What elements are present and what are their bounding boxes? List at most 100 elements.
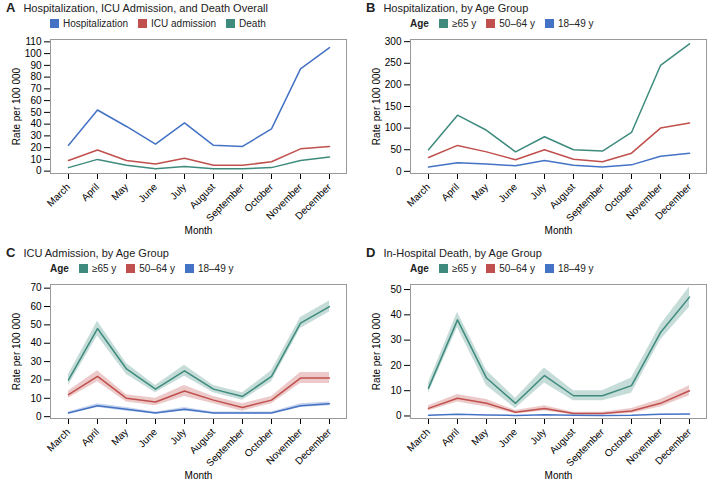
svg-text:50: 50: [30, 319, 42, 330]
html-text:Hospitalization, by Age Group: Hospitalization, by Age Group: [383, 2, 529, 14]
svg-text:March: March: [45, 426, 72, 453]
html-text:18–49 y: 18–49 y: [557, 263, 594, 274]
svg-text:90: 90: [30, 60, 42, 71]
svg-text:Rate per 100 000: Rate per 100 000: [371, 67, 382, 145]
svg-text:July: July: [168, 181, 188, 201]
svg-text:March: March: [45, 181, 72, 208]
svg-text:10: 10: [30, 393, 42, 404]
html-text:Age: Age: [410, 263, 429, 274]
svg-text:200: 200: [385, 79, 402, 90]
svg-text:40: 40: [30, 337, 42, 348]
svg-text:October: October: [242, 181, 276, 215]
svg-text:Month: Month: [545, 470, 573, 481]
html-text:≥65 y: ≥65 y: [91, 263, 117, 274]
html-text:Age: Age: [50, 263, 69, 274]
svg-text:July: July: [528, 426, 548, 446]
svg-text:Month: Month: [545, 225, 573, 236]
svg-text:June: June: [496, 181, 519, 204]
html-text:In-Hospital Death, by Age Grou: In-Hospital Death, by Age Group: [383, 247, 542, 259]
svg-text:July: July: [528, 181, 548, 201]
svg-text:30: 30: [30, 356, 42, 367]
svg-text:March: March: [405, 426, 432, 453]
svg-text:100: 100: [25, 48, 42, 59]
svg-text:June: June: [136, 181, 159, 204]
svg-text:November: November: [263, 426, 305, 467]
svg-text:May: May: [109, 181, 130, 202]
html-text:Age: Age: [410, 18, 429, 29]
svg-text:Rate per 100 000: Rate per 100 000: [11, 312, 22, 390]
svg-text:August: August: [187, 426, 218, 456]
svg-text:Month: Month: [185, 225, 213, 236]
svg-text:60: 60: [30, 301, 42, 312]
svg-text:March: March: [405, 181, 432, 208]
svg-text:September: September: [564, 181, 607, 224]
html-text:ICU Admission, by Age Group: ICU Admission, by Age Group: [23, 247, 169, 259]
svg-text:November: November: [623, 426, 665, 467]
svg-text:December: December: [653, 181, 694, 222]
html-text:50–64 y: 50–64 y: [499, 263, 535, 274]
svg-text:December: December: [293, 181, 334, 222]
svg-text:October: October: [242, 426, 276, 460]
svg-text:0: 0: [36, 165, 42, 176]
svg-text:0: 0: [396, 166, 402, 177]
svg-text:30: 30: [30, 130, 42, 141]
svg-text:September: September: [204, 181, 247, 224]
svg-text:December: December: [653, 426, 694, 467]
svg-text:20: 20: [30, 374, 42, 385]
svg-text:40: 40: [390, 309, 402, 320]
html-text:≥65 y: ≥65 y: [451, 263, 477, 274]
html-text:18–49 y: 18–49 y: [557, 18, 594, 29]
svg-text:October: October: [602, 181, 636, 215]
svg-text:50: 50: [390, 284, 402, 295]
svg-text:May: May: [109, 426, 130, 447]
svg-text:July: July: [168, 426, 188, 446]
svg-text:October: October: [602, 426, 636, 460]
svg-text:December: December: [293, 426, 334, 467]
svg-text:0: 0: [396, 410, 402, 421]
svg-text:Rate per 100 000: Rate per 100 000: [371, 312, 382, 390]
svg-text:April: April: [439, 426, 461, 448]
svg-text:Rate per 100 000: Rate per 100 000: [11, 67, 22, 145]
svg-text:60: 60: [30, 95, 42, 106]
svg-text:50: 50: [390, 144, 402, 155]
svg-text:20: 20: [390, 360, 402, 371]
svg-text:10: 10: [30, 154, 42, 165]
html-text:ICU admission: ICU admission: [151, 18, 217, 29]
svg-text:September: September: [204, 426, 247, 469]
svg-text:September: September: [564, 426, 607, 469]
svg-text:40: 40: [30, 118, 42, 129]
svg-text:August: August: [187, 181, 218, 211]
html-text:50–64 y: 50–64 y: [139, 263, 175, 274]
html-text:Death: Death: [239, 18, 266, 29]
svg-text:June: June: [136, 426, 159, 449]
svg-text:30: 30: [390, 334, 402, 345]
svg-text:100: 100: [385, 122, 402, 133]
svg-text:November: November: [623, 181, 665, 222]
svg-text:Month: Month: [185, 470, 213, 481]
svg-text:10: 10: [390, 385, 402, 396]
svg-text:August: August: [547, 181, 578, 211]
html-text:50–64 y: 50–64 y: [499, 18, 535, 29]
svg-text:April: April: [439, 181, 461, 203]
html-text:Hospitalization, ICU Admission: Hospitalization, ICU Admission, and Deat…: [23, 2, 268, 14]
svg-text:April: April: [79, 426, 101, 448]
html-text:≥65 y: ≥65 y: [451, 18, 477, 29]
svg-text:May: May: [469, 181, 490, 202]
svg-text:August: August: [547, 426, 578, 456]
svg-text:0: 0: [36, 411, 42, 422]
svg-text:50: 50: [30, 107, 42, 118]
svg-text:November: November: [263, 181, 305, 222]
svg-text:70: 70: [30, 83, 42, 94]
svg-text:150: 150: [385, 101, 402, 112]
svg-text:300: 300: [385, 36, 402, 47]
svg-text:June: June: [496, 426, 519, 449]
svg-text:May: May: [469, 426, 490, 447]
html-text:18–49 y: 18–49 y: [197, 263, 234, 274]
svg-text:20: 20: [30, 142, 42, 153]
svg-text:April: April: [79, 181, 101, 203]
svg-text:70: 70: [30, 282, 42, 293]
svg-text:80: 80: [30, 71, 42, 82]
svg-text:110: 110: [26, 36, 42, 47]
html-text:Hospitalization: Hospitalization: [63, 18, 128, 29]
svg-text:250: 250: [385, 57, 402, 68]
